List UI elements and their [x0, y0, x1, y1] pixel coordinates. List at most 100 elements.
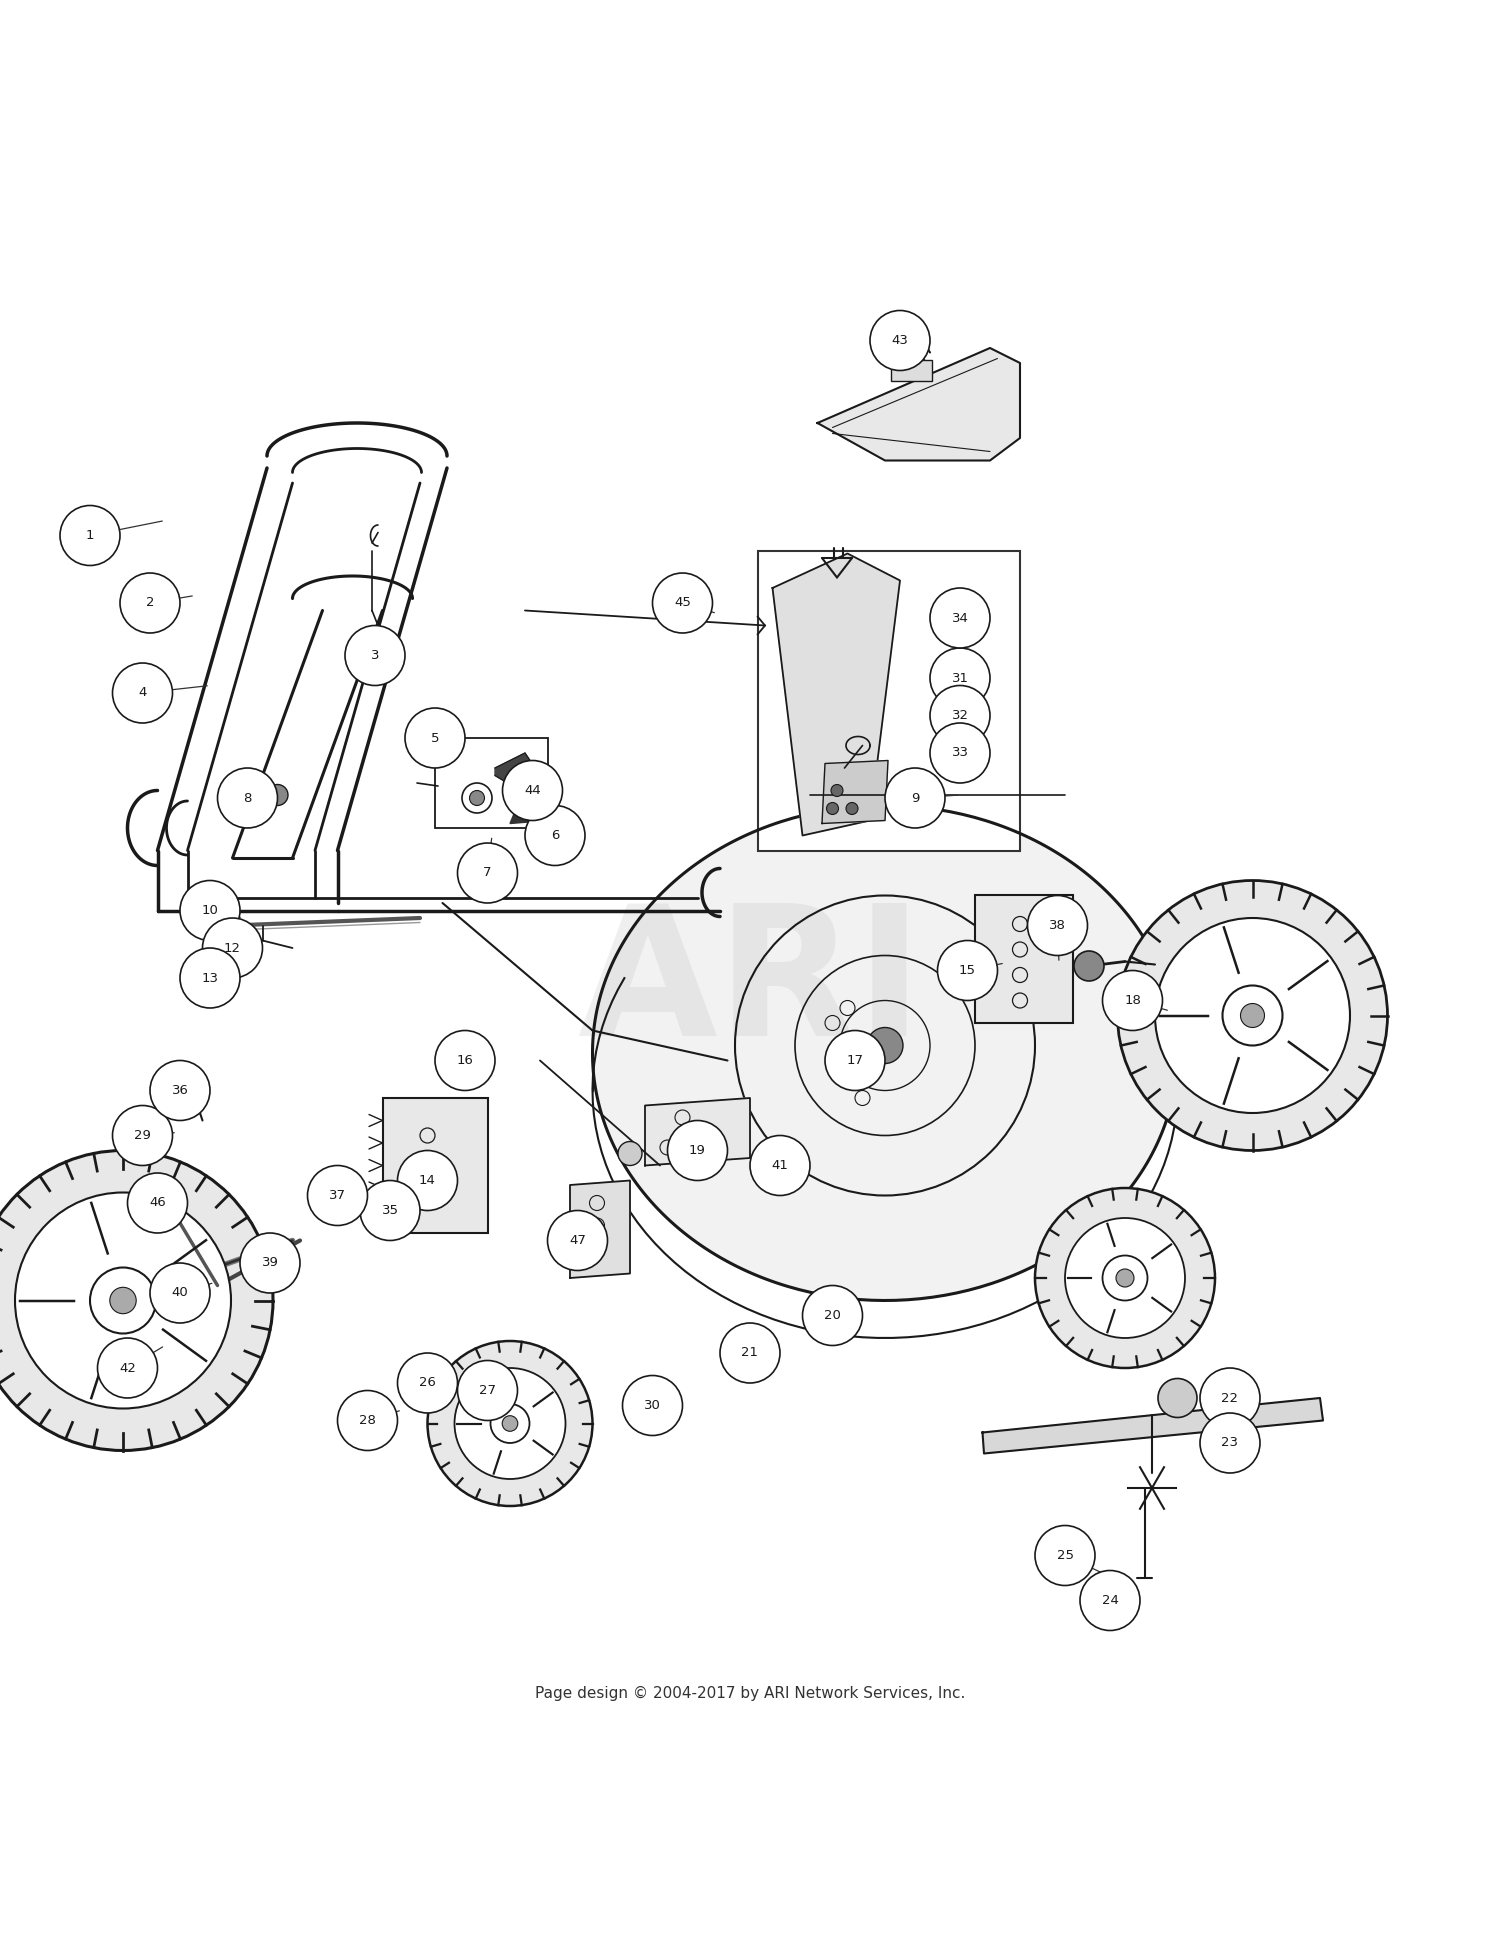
Text: 29: 29: [134, 1130, 152, 1141]
Circle shape: [405, 708, 465, 769]
Circle shape: [1065, 1219, 1185, 1337]
Circle shape: [622, 1376, 682, 1436]
Text: 27: 27: [478, 1384, 496, 1398]
Circle shape: [150, 1060, 210, 1120]
Circle shape: [548, 1211, 608, 1271]
Text: 46: 46: [148, 1196, 166, 1209]
Circle shape: [150, 1264, 210, 1324]
Circle shape: [668, 1120, 728, 1180]
Text: 1: 1: [86, 530, 94, 542]
Text: 31: 31: [951, 672, 969, 685]
Text: 30: 30: [644, 1399, 662, 1411]
Circle shape: [454, 1368, 566, 1479]
Circle shape: [60, 505, 120, 565]
Circle shape: [846, 802, 858, 815]
Polygon shape: [772, 553, 900, 835]
Polygon shape: [982, 1398, 1323, 1454]
Circle shape: [267, 784, 288, 806]
Text: 28: 28: [358, 1413, 376, 1427]
Text: 9: 9: [910, 792, 920, 804]
Text: 8: 8: [243, 792, 252, 804]
Circle shape: [1102, 970, 1162, 1031]
Circle shape: [1200, 1368, 1260, 1429]
Circle shape: [1118, 881, 1388, 1151]
Polygon shape: [592, 806, 1178, 1300]
Text: 10: 10: [201, 905, 219, 916]
Circle shape: [1240, 1003, 1264, 1027]
Text: 13: 13: [201, 972, 219, 984]
Text: 38: 38: [1048, 918, 1066, 932]
Text: ARI: ARI: [578, 897, 922, 1073]
Circle shape: [930, 685, 990, 745]
Circle shape: [652, 573, 712, 633]
Text: 3: 3: [370, 648, 380, 662]
Circle shape: [938, 941, 998, 1000]
Text: 24: 24: [1101, 1594, 1119, 1607]
Text: 32: 32: [951, 708, 969, 722]
Circle shape: [110, 1287, 136, 1314]
Circle shape: [308, 1165, 368, 1225]
FancyBboxPatch shape: [975, 895, 1072, 1023]
Text: 21: 21: [741, 1347, 759, 1359]
Circle shape: [930, 722, 990, 782]
Circle shape: [90, 1267, 156, 1333]
Circle shape: [1035, 1526, 1095, 1586]
Text: 5: 5: [430, 732, 439, 745]
Circle shape: [831, 784, 843, 796]
Text: 25: 25: [1056, 1549, 1074, 1563]
Text: 19: 19: [688, 1143, 706, 1157]
Circle shape: [503, 761, 562, 821]
Circle shape: [435, 1031, 495, 1091]
Circle shape: [1028, 895, 1088, 955]
Circle shape: [120, 573, 180, 633]
Text: 41: 41: [771, 1159, 789, 1172]
Text: 20: 20: [824, 1308, 842, 1322]
Circle shape: [750, 1135, 810, 1196]
Text: 4: 4: [138, 687, 147, 699]
Circle shape: [458, 842, 518, 903]
Polygon shape: [510, 798, 555, 823]
Circle shape: [240, 1233, 300, 1293]
Circle shape: [1200, 1413, 1260, 1473]
Circle shape: [1074, 951, 1104, 980]
Circle shape: [334, 1178, 364, 1207]
Polygon shape: [645, 1099, 750, 1165]
Circle shape: [825, 1031, 885, 1091]
Text: 45: 45: [674, 596, 692, 609]
Circle shape: [338, 1390, 398, 1450]
Circle shape: [1155, 918, 1350, 1112]
Circle shape: [98, 1337, 158, 1398]
Circle shape: [802, 1285, 862, 1345]
Circle shape: [460, 1046, 484, 1069]
Circle shape: [490, 1403, 530, 1442]
Circle shape: [1222, 986, 1282, 1046]
Text: 22: 22: [1221, 1392, 1239, 1405]
Circle shape: [112, 1106, 172, 1165]
Circle shape: [930, 648, 990, 708]
Circle shape: [0, 1151, 273, 1450]
Circle shape: [217, 769, 278, 829]
Text: 18: 18: [1124, 994, 1142, 1007]
Circle shape: [180, 881, 240, 941]
Text: 40: 40: [171, 1287, 189, 1300]
Circle shape: [503, 1415, 518, 1431]
Circle shape: [128, 1172, 188, 1233]
FancyBboxPatch shape: [891, 359, 932, 380]
Text: Page design © 2004-2017 by ARI Network Services, Inc.: Page design © 2004-2017 by ARI Network S…: [536, 1687, 964, 1700]
Circle shape: [720, 1324, 780, 1384]
Circle shape: [15, 1192, 231, 1409]
Polygon shape: [818, 347, 1020, 460]
Polygon shape: [495, 753, 540, 798]
Text: 15: 15: [958, 965, 976, 976]
Text: 36: 36: [171, 1083, 189, 1097]
Circle shape: [427, 1341, 592, 1506]
Circle shape: [180, 947, 240, 1007]
Circle shape: [1158, 1378, 1197, 1417]
Text: 33: 33: [951, 747, 969, 759]
Circle shape: [827, 802, 839, 815]
Circle shape: [398, 1151, 458, 1211]
Text: 47: 47: [568, 1234, 586, 1246]
FancyBboxPatch shape: [758, 551, 1020, 850]
Text: 43: 43: [891, 334, 909, 347]
Text: 23: 23: [1221, 1436, 1239, 1450]
